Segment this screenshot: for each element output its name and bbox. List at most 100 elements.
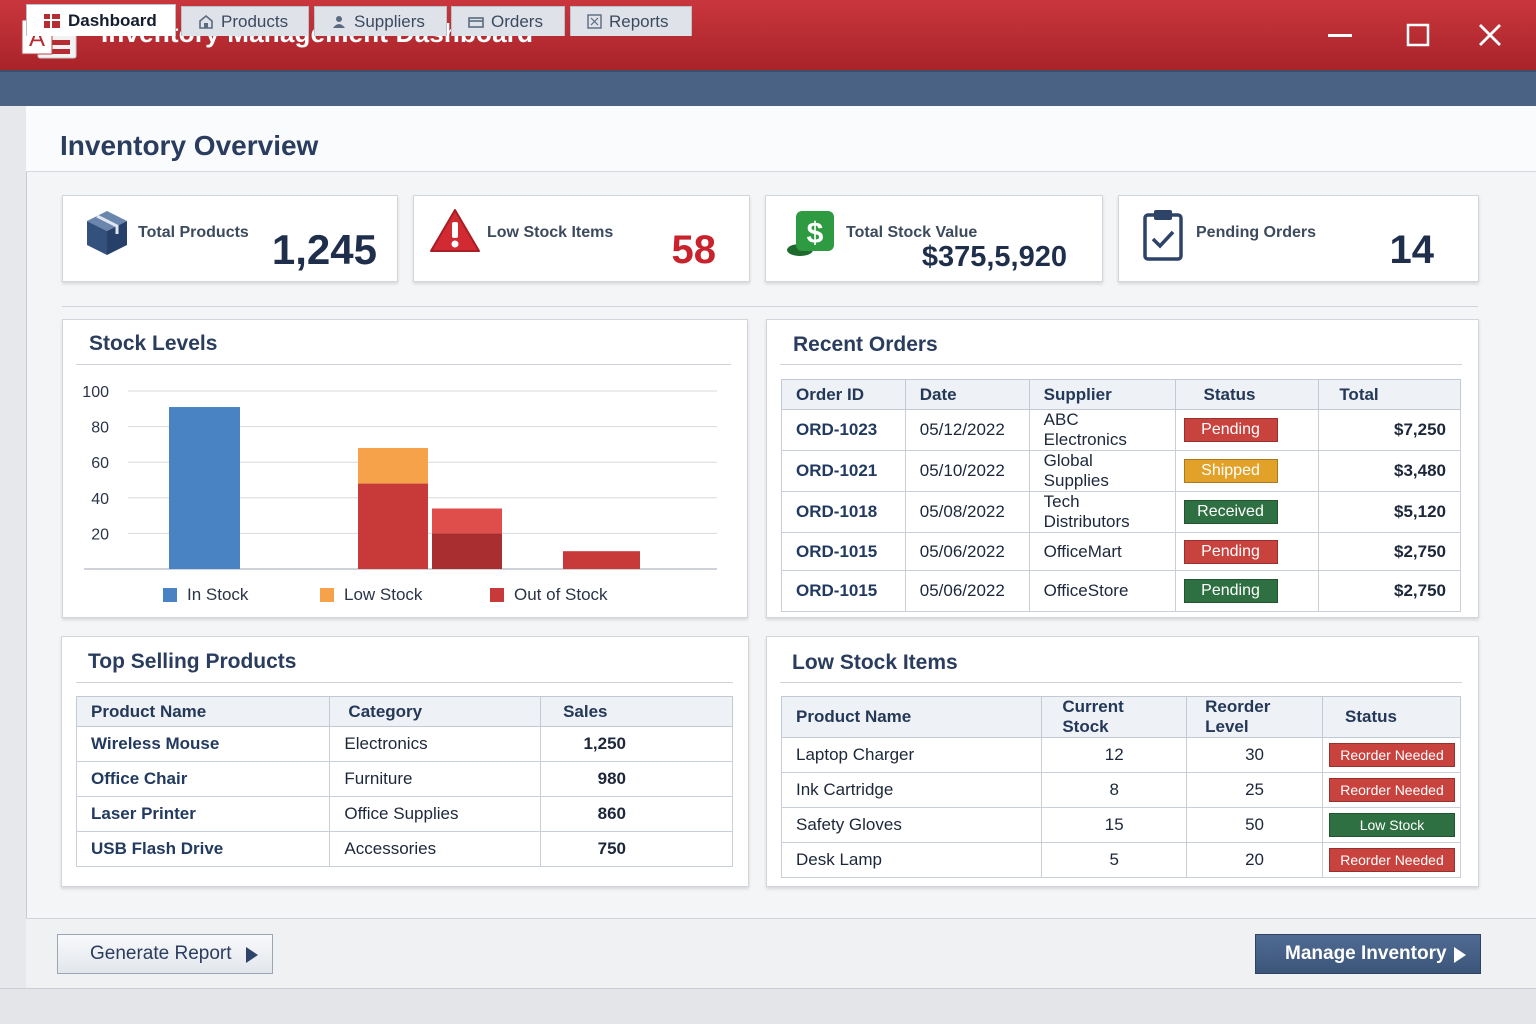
column-header[interactable]: Order ID xyxy=(781,379,906,410)
date-cell: 05/10/2022 xyxy=(904,450,1030,492)
status-cell: Pending xyxy=(1174,570,1320,612)
column-header[interactable]: Product Name xyxy=(780,696,1043,738)
tab-dashboard[interactable]: Dashboard xyxy=(26,4,176,36)
table-row[interactable]: ORD-1021 05/10/2022 Global Supplies Shipped… xyxy=(781,450,1461,492)
panel-divider xyxy=(76,364,731,365)
y-tick-label: 20 xyxy=(91,526,109,543)
bar-out-of-stock xyxy=(432,508,502,534)
tab-label: Orders xyxy=(491,11,543,31)
status-cell: Pending xyxy=(1174,532,1320,571)
order-id-cell: ORD-1015 xyxy=(781,532,906,571)
sales-cell: 860 xyxy=(540,796,733,832)
category-cell: Furniture xyxy=(329,761,542,797)
current-stock-cell: 5 xyxy=(1041,842,1188,878)
close-button[interactable] xyxy=(1468,14,1512,56)
play-arrow-icon xyxy=(1454,947,1466,963)
column-header[interactable]: Date xyxy=(904,379,1030,410)
status-cell: Reorder Needed xyxy=(1321,842,1462,878)
table-row[interactable]: Wireless Mouse Electronics 1,250 xyxy=(75,726,733,762)
column-header[interactable]: Sales xyxy=(540,696,733,727)
legend-label: Out of Stock xyxy=(514,585,608,604)
reorder-level-cell: 50 xyxy=(1186,807,1323,843)
order-id-cell: ORD-1018 xyxy=(781,491,906,533)
column-header[interactable]: Status xyxy=(1321,696,1462,738)
status-badge: Pending xyxy=(1183,539,1278,564)
clipboard-check-icon xyxy=(1143,210,1183,261)
category-cell: Office Supplies xyxy=(329,796,542,832)
warning-icon xyxy=(430,209,480,252)
products-icon xyxy=(199,14,213,29)
top-selling-title: Top Selling Products xyxy=(88,650,297,673)
column-header[interactable]: Supplier xyxy=(1028,379,1176,410)
total-cell: $5,120 xyxy=(1318,491,1461,533)
legend-swatch xyxy=(490,588,504,602)
table-row[interactable]: Desk Lamp 5 20 Reorder Needed xyxy=(780,842,1462,878)
column-header[interactable]: Status xyxy=(1174,379,1320,410)
table-row[interactable]: ORD-1015 05/06/2022 OfficeMart Pending $2,75… xyxy=(781,532,1461,571)
product-name-cell: Safety Gloves xyxy=(780,807,1043,843)
status-cell: Reorder Needed xyxy=(1321,737,1462,773)
total-cell: $2,750 xyxy=(1318,532,1461,571)
table-row[interactable]: Safety Gloves 15 50 Low Stock xyxy=(780,807,1462,843)
column-header[interactable]: Reorder Level xyxy=(1186,696,1323,738)
table-row[interactable]: ORD-1023 05/12/2022 ABC Electronics Pending… xyxy=(781,409,1461,451)
table-row[interactable]: USB Flash Drive Accessories 750 xyxy=(75,831,733,867)
overview-header xyxy=(26,106,1536,172)
stat-value: $375,5,920 xyxy=(921,241,1067,273)
bar-low-stock xyxy=(358,447,428,484)
manage-inventory-button[interactable]: Manage Inventory xyxy=(1255,934,1481,974)
reorder-level-cell: 25 xyxy=(1186,772,1323,808)
minimize-icon xyxy=(1328,34,1352,37)
maximize-button[interactable] xyxy=(1396,14,1440,56)
table-row[interactable]: Office Chair Furniture 980 xyxy=(75,761,733,797)
tab-label: Suppliers xyxy=(354,11,425,31)
box-icon xyxy=(87,211,127,255)
order-id-cell: ORD-1023 xyxy=(781,409,906,451)
y-tick-label: 60 xyxy=(91,455,109,472)
stat-card-stock-value: $ Total Stock Value $375,5,920 xyxy=(765,195,1103,282)
tab-suppliers[interactable]: Suppliers xyxy=(314,6,447,36)
product-name-cell: Laptop Charger xyxy=(780,737,1043,773)
recent-orders-table: Order ID Date Supplier Status Total ORD-… xyxy=(781,379,1461,612)
table-row[interactable]: Laptop Charger 12 30 Reorder Needed xyxy=(780,737,1462,773)
tab-reports[interactable]: Reports xyxy=(570,6,692,36)
legend-label: In Stock xyxy=(187,585,249,604)
reorder-level-cell: 20 xyxy=(1186,842,1323,878)
table-row[interactable]: Ink Cartridge 8 25 Reorder Needed xyxy=(780,772,1462,808)
button-label: Manage Inventory xyxy=(1285,943,1447,964)
status-badge: Shipped xyxy=(1183,459,1278,483)
low-stock-title: Low Stock Items xyxy=(792,651,958,674)
play-arrow-icon xyxy=(246,947,258,963)
generate-report-button[interactable]: Generate Report xyxy=(57,934,273,974)
status-cell: Pending xyxy=(1174,409,1320,451)
stat-label: Total Products xyxy=(138,224,249,241)
table-row[interactable]: Laser Printer Office Supplies 860 xyxy=(75,796,733,832)
column-header[interactable]: Current Stock xyxy=(1041,696,1188,738)
product-name-cell: Wireless Mouse xyxy=(75,726,331,762)
stat-label: Total Stock Value xyxy=(846,224,978,241)
stock-levels-chart: 20 40 60 80 100 xyxy=(82,384,717,570)
total-cell: $2,750 xyxy=(1318,570,1461,612)
current-stock-cell: 8 xyxy=(1041,772,1188,808)
table-row[interactable]: ORD-1015 05/06/2022 OfficeStore Pending $2,7… xyxy=(781,570,1461,612)
date-cell: 05/06/2022 xyxy=(904,570,1030,612)
status-bar xyxy=(0,988,1536,1024)
product-name-cell: Office Chair xyxy=(75,761,331,797)
order-id-cell: ORD-1021 xyxy=(781,450,906,492)
supplier-cell: Tech Distributors xyxy=(1028,491,1176,533)
stat-card-total-products: Total Products 1,245 xyxy=(62,195,398,282)
column-header[interactable]: Total xyxy=(1318,379,1461,410)
legend-low-stock: Low Stock xyxy=(320,585,422,605)
top-selling-table: Product Name Category Sales Wireless Mou… xyxy=(75,696,733,867)
recent-orders-title: Recent Orders xyxy=(793,333,938,356)
table-row[interactable]: ORD-1018 05/08/2022 Tech Distributors Recei… xyxy=(781,491,1461,533)
tab-products[interactable]: Products xyxy=(181,6,309,36)
tab-orders[interactable]: Orders xyxy=(451,6,565,36)
status-badge: Reorder Needed xyxy=(1328,743,1455,767)
minimize-button[interactable] xyxy=(1318,14,1362,56)
suppliers-icon xyxy=(333,15,345,28)
stat-label: Pending Orders xyxy=(1196,224,1317,241)
y-tick-label: 100 xyxy=(82,384,109,401)
column-header[interactable]: Product Name xyxy=(75,696,331,727)
column-header[interactable]: Category xyxy=(329,696,542,727)
